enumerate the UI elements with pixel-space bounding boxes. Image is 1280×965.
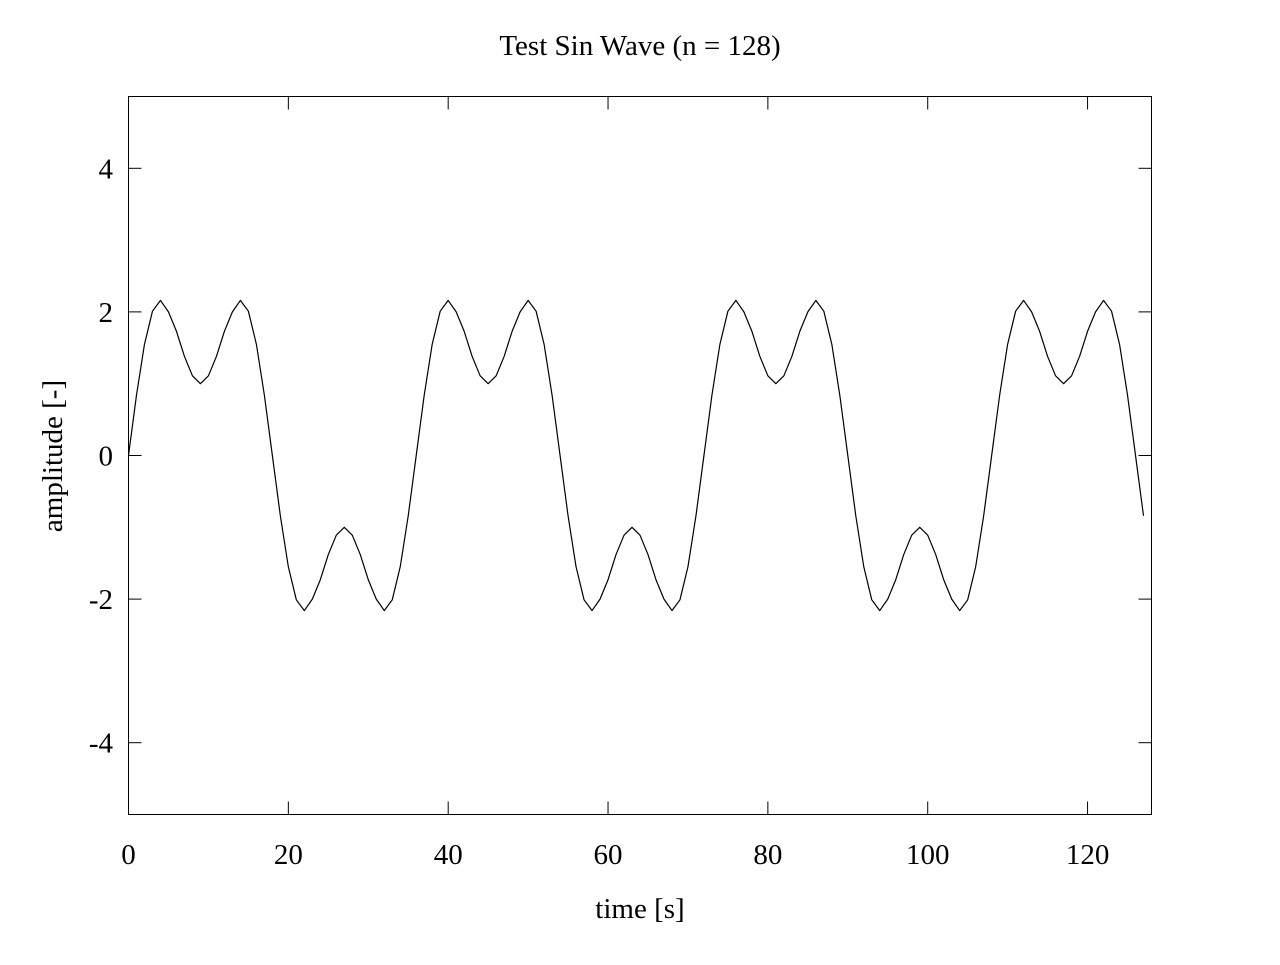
x-axis: 0 20 40 60 80 100 120	[121, 96, 1110, 871]
plot-frame	[128, 96, 1152, 815]
y-axis: -4 -2 0 2 4	[89, 153, 1152, 760]
y-tick-label: 2	[99, 297, 114, 329]
y-tick-label: 4	[99, 153, 114, 185]
x-tick-label: 40	[434, 839, 463, 871]
chart-title: Test Sin Wave (n = 128)	[499, 30, 780, 62]
series-line	[127, 299, 1145, 612]
x-tick-label: 120	[1066, 839, 1110, 871]
y-axis-label: amplitude [-]	[37, 380, 69, 532]
x-axis-label: time [s]	[595, 893, 684, 925]
x-tick-label: 60	[594, 839, 623, 871]
x-tick-label: 80	[753, 839, 782, 871]
x-tick-label: 0	[121, 839, 136, 871]
x-tick-label: 100	[906, 839, 950, 871]
y-tick-label: 0	[99, 441, 114, 473]
x-tick-label: 20	[274, 839, 303, 871]
y-tick-label: -2	[89, 584, 113, 616]
y-tick-label: -4	[89, 728, 114, 760]
